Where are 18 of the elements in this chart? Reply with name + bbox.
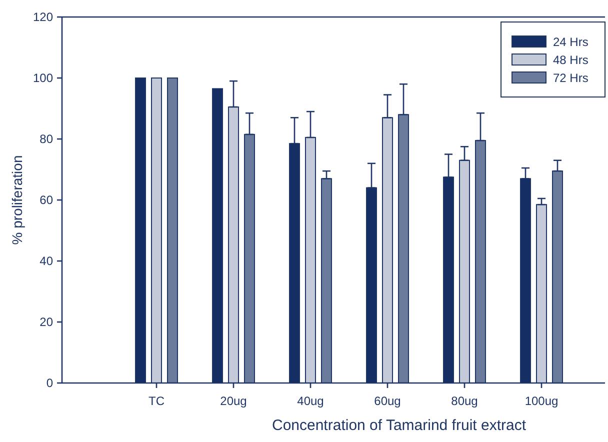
- x-tick-label: TC: [148, 394, 165, 408]
- x-tick-label: 80ug: [451, 394, 478, 408]
- x-tick-label: 60ug: [374, 394, 401, 408]
- y-tick-label: 120: [32, 10, 54, 24]
- y-tick-label: 40: [40, 254, 54, 268]
- x-tick-label: 20ug: [220, 394, 247, 408]
- y-tick-label: 100: [32, 71, 54, 86]
- x-tick-label: 100ug: [524, 394, 558, 408]
- y-tick-label: 60: [40, 193, 54, 208]
- y-axis-title: % proliferation: [9, 155, 25, 245]
- legend-label: 48 Hrs: [553, 53, 588, 67]
- x-tick-label: 40ug: [297, 394, 324, 408]
- x-axis-title: Concentration of Tamarind fruit extract: [272, 417, 527, 434]
- legend-label: 72 Hrs: [553, 71, 588, 85]
- y-tick-label: 80: [40, 132, 54, 146]
- y-tick-label: 0: [46, 376, 54, 390]
- legend-label: 24 Hrs: [553, 35, 588, 49]
- y-tick-label: 20: [40, 315, 54, 330]
